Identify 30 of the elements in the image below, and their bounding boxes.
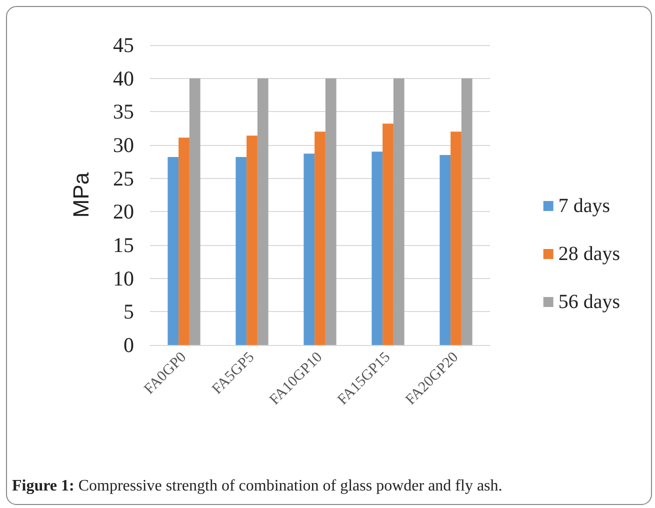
y-tick-label: 25 <box>113 166 134 190</box>
legend-label: 56 days <box>558 291 620 313</box>
caption: Figure 1: Compressive strength of combination of glass powder and fly ash. <box>12 478 502 494</box>
y-tick-label: 0 <box>124 333 134 357</box>
y-tick-label: 40 <box>113 66 134 90</box>
bar <box>178 138 190 345</box>
bar <box>382 124 394 345</box>
legend-label: 28 days <box>558 243 620 265</box>
bar <box>314 132 326 345</box>
bar <box>168 157 179 345</box>
bar <box>440 155 451 345</box>
y-axis-title: MPa <box>68 172 94 218</box>
y-tick-label: 30 <box>113 133 134 157</box>
bar <box>257 78 268 345</box>
y-tick-label: 15 <box>113 233 134 257</box>
y-tick-label: 10 <box>113 266 134 290</box>
bar <box>325 78 336 345</box>
y-tick-label: 5 <box>124 300 134 324</box>
y-tick-label: 35 <box>113 100 134 124</box>
bar <box>304 154 315 345</box>
bar <box>461 78 472 345</box>
bar <box>393 78 404 345</box>
bar <box>372 152 383 345</box>
bar <box>236 157 247 345</box>
legend-label: 7 days <box>558 195 610 217</box>
y-tick-label: 20 <box>113 200 134 224</box>
bar <box>246 136 258 345</box>
bar <box>450 132 462 345</box>
bar <box>189 78 200 345</box>
y-tick-label: 45 <box>113 33 134 57</box>
